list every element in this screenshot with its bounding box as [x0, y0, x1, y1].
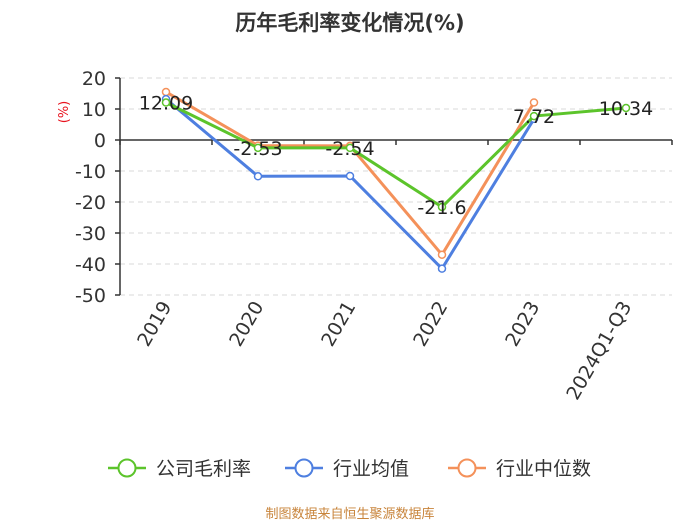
data-point [621, 103, 631, 113]
y-tick-label: -10 [75, 161, 106, 183]
legend-marker [294, 458, 314, 478]
data-point [161, 98, 171, 107]
legend-marker [117, 458, 137, 478]
legend: 公司毛利率 行业均值 行业中位数 [108, 458, 591, 480]
x-tick-label: 2019 [133, 298, 176, 351]
data-label: 12.09 [139, 93, 193, 115]
x-tick-label: 2024Q1-Q3 [562, 298, 636, 404]
y-tick-label: 10 [82, 99, 106, 121]
source-note: 制图数据来自恒生聚源数据库 [265, 506, 434, 522]
y-tick-label: 0 [94, 130, 106, 152]
y-tick-label: 20 [82, 68, 106, 90]
data-point [253, 143, 263, 153]
x-tick-label: 2022 [409, 298, 452, 351]
legend-marker [457, 458, 477, 478]
axes: 20 10 0 -10 -20 -30 -40 -50 2019 2020 2021 2022 2023… [75, 68, 673, 404]
data-point [345, 171, 355, 181]
data-label: -2.53 [233, 138, 282, 160]
data-point [437, 250, 447, 259]
series-lines [161, 87, 631, 273]
x-tick-label: 2023 [501, 298, 544, 351]
y-unit-label: (%) [57, 101, 72, 124]
chart-title: 历年毛利率变化情况(%) [235, 11, 464, 35]
y-tick-label: -30 [75, 223, 106, 245]
data-labels: 12.09 -2.53 -2.54 -21.6 7.72 10.34 [139, 93, 653, 219]
y-tick-label: -40 [75, 254, 106, 276]
data-label: -2.54 [325, 138, 374, 160]
data-point [437, 264, 447, 273]
data-point [529, 98, 539, 107]
legend-label: 行业均值 [333, 458, 409, 480]
data-point [529, 111, 539, 121]
series-line [165, 101, 627, 209]
data-point [253, 172, 263, 181]
y-tick-label: -20 [75, 192, 106, 214]
legend-label: 行业中位数 [496, 458, 591, 480]
data-point [345, 143, 355, 153]
grid-lines [120, 77, 672, 296]
x-tick-label: 2021 [317, 298, 360, 351]
data-label: 10.34 [599, 98, 653, 120]
y-tick-label: -50 [75, 285, 106, 307]
x-tick-label: 2020 [225, 298, 268, 351]
legend-label: 公司毛利率 [156, 458, 251, 480]
data-point [437, 202, 447, 212]
data-label: 7.72 [513, 106, 555, 128]
data-label: -21.6 [417, 197, 466, 219]
